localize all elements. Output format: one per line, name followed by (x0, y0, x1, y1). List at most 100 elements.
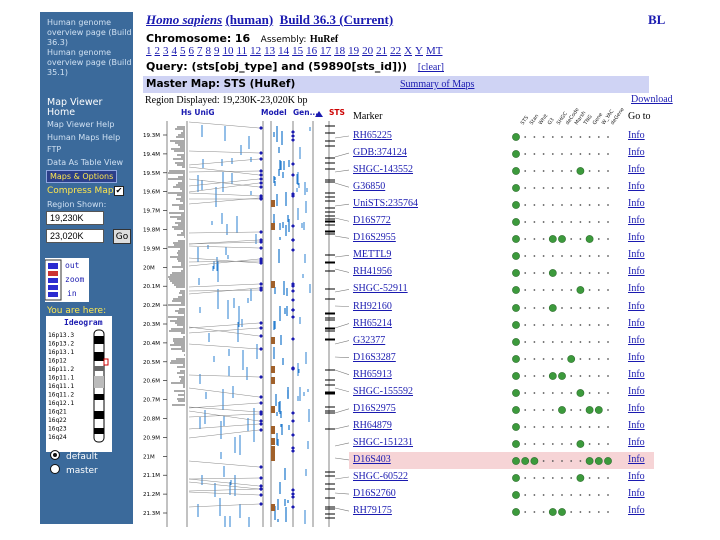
info-link[interactable]: Info (628, 471, 645, 482)
marker-link[interactable]: SHGC-155592 (353, 385, 414, 397)
master-radio[interactable]: master (50, 464, 98, 476)
marker-link[interactable]: G36850 (353, 181, 386, 193)
summary-of-maps-link[interactable]: Summary of Maps (400, 79, 475, 90)
chromosome-link[interactable]: X (404, 45, 413, 57)
chromosome-link[interactable]: 22 (390, 45, 402, 57)
marker-link[interactable]: METTL9 (353, 249, 392, 261)
marker-link[interactable]: RH65913 (353, 368, 392, 380)
genome-overview-link-line[interactable]: Human genome (47, 18, 112, 27)
maps-options-button[interactable]: Maps & Options (46, 170, 118, 183)
marker-link[interactable]: SHGC-151231 (353, 436, 414, 448)
help-link[interactable]: FTP (47, 145, 62, 154)
genome-overview-link-line[interactable]: Human genome (47, 48, 112, 57)
chromosome-ideogram[interactable]: Ideogram 16p13.316p13.216p13.116p1216p11… (46, 316, 112, 452)
zoom-control[interactable]: out zoom in (45, 258, 89, 302)
blast-link[interactable]: BL (648, 12, 666, 27)
chromosome-link[interactable]: Y (415, 45, 423, 57)
chromosome-link[interactable]: 8 (205, 45, 212, 57)
chromosome-link[interactable]: 12 (250, 45, 262, 57)
genome-overview-link-line[interactable]: 35.1) (47, 68, 68, 77)
chromosome-link[interactable]: 16 (306, 45, 318, 57)
compress-map-checkbox[interactable]: ✔ (114, 186, 124, 196)
info-link[interactable]: Info (628, 249, 645, 261)
marker-link[interactable]: SHGC-143552 (353, 164, 414, 176)
region-to-input[interactable] (46, 229, 104, 243)
marker-link[interactable]: D16S2975 (353, 402, 396, 414)
track-header[interactable]: STS (329, 108, 345, 117)
region-from-input[interactable] (46, 211, 104, 225)
chromosome-link[interactable]: 21 (376, 45, 388, 57)
track-header[interactable]: Model (261, 108, 287, 117)
genome-overview-link-line[interactable]: overview page (Build (47, 58, 132, 67)
info-link[interactable]: Info (628, 419, 645, 431)
marker-link[interactable]: GDB:374124 (353, 147, 407, 159)
info-link[interactable]: Info (628, 283, 645, 295)
chromosome-link[interactable]: 14 (278, 45, 290, 57)
info-link[interactable]: Info (628, 147, 645, 159)
chromosome-link[interactable]: 1 (146, 45, 152, 57)
marker-link[interactable]: D16S3287 (353, 351, 396, 363)
info-link[interactable]: Info (628, 215, 645, 227)
track-header[interactable]: Hs UniG (181, 108, 215, 117)
info-link[interactable]: Info (628, 130, 645, 141)
marker-link[interactable]: SHGC-52911 (353, 283, 408, 295)
marker-link[interactable]: UniSTS:235764 (353, 198, 419, 210)
map-viewer-home-link[interactable]: Map Viewer Home (47, 97, 103, 118)
chromosome-link[interactable]: 18 (334, 45, 346, 57)
marker-link[interactable]: RH41956 (353, 266, 392, 278)
info-link[interactable]: Info (628, 385, 645, 397)
info-link[interactable]: Info (628, 402, 645, 414)
chromosome-link[interactable]: 5 (180, 45, 186, 57)
chromosome-link[interactable]: 13 (264, 45, 276, 57)
chromosome-link[interactable]: 7 (197, 45, 203, 57)
info-link[interactable]: Info (628, 453, 645, 465)
chromosome-link[interactable]: MT (426, 45, 443, 57)
chromosome-links[interactable]: 1 2 3 4 5 6 7 8 9 10 11 12 13 14 15 16 17 18 19 20 21 22 X Y MT (146, 45, 446, 57)
marker-link[interactable]: RH92160 (353, 300, 392, 312)
help-link[interactable]: Map Viewer Help (47, 120, 115, 129)
info-link[interactable]: Info (628, 232, 645, 244)
info-link[interactable]: Info (628, 368, 645, 380)
marker-link[interactable]: D16S2760 (353, 488, 396, 500)
common-name-link[interactable]: (human) (225, 12, 274, 27)
marker-link[interactable]: RH64879 (353, 419, 392, 431)
chromosome-link[interactable]: 15 (292, 45, 304, 57)
genome-overview-link-line[interactable]: 36.3) (47, 38, 68, 47)
download-link[interactable]: Download (631, 94, 673, 105)
info-link[interactable]: Info (628, 181, 645, 193)
info-link[interactable]: Info (628, 436, 645, 448)
chromosome-link[interactable]: 19 (348, 45, 360, 57)
genome-overview-link-line[interactable]: overview page (Build (47, 28, 132, 37)
marker-link[interactable]: RH65225 (353, 130, 392, 141)
chromosome-link[interactable]: 10 (222, 45, 234, 57)
chromosome-link[interactable]: 17 (320, 45, 332, 57)
go-button[interactable]: Go (113, 229, 131, 244)
info-link[interactable]: Info (628, 266, 645, 278)
chromosome-link[interactable]: 2 (154, 45, 161, 57)
info-link[interactable]: Info (628, 164, 645, 176)
default-radio[interactable]: default (50, 450, 98, 462)
chromosome-link[interactable]: 3 (163, 45, 169, 57)
marker-link[interactable]: D16S772 (353, 215, 391, 227)
chromosome-link[interactable]: 4 (171, 45, 178, 57)
chromosome-link[interactable]: 20 (362, 45, 374, 57)
track-header[interactable]: Gen... (293, 108, 318, 117)
info-link[interactable]: Info (628, 198, 645, 210)
marker-link[interactable]: RH65214 (353, 317, 392, 329)
info-link[interactable]: Info (628, 488, 645, 500)
help-link[interactable]: Human Maps Help (47, 132, 121, 142)
marker-link[interactable]: D16S2955 (353, 232, 396, 244)
info-link[interactable]: Info (628, 334, 645, 346)
zoom-in-label[interactable]: in (67, 289, 77, 298)
info-link[interactable]: Info (628, 505, 645, 517)
zoom-out-label[interactable]: out (65, 261, 80, 270)
build-link[interactable]: Build 36.3 (Current) (279, 12, 394, 27)
marker-link[interactable]: G32377 (353, 334, 386, 346)
marker-link[interactable]: RH79175 (353, 505, 392, 517)
help-link[interactable]: Data As Table View (47, 157, 124, 167)
chromosome-link[interactable]: 6 (188, 45, 195, 57)
genome-map-tracks[interactable]: Hs UniG Model Gen... STS 19.3M 19.4M 19.5M 19.6… (143, 107, 349, 527)
marker-link[interactable]: SHGC-60522 (353, 471, 409, 482)
clear-link[interactable]: [clear] (417, 62, 444, 73)
info-link[interactable]: Info (628, 300, 645, 312)
